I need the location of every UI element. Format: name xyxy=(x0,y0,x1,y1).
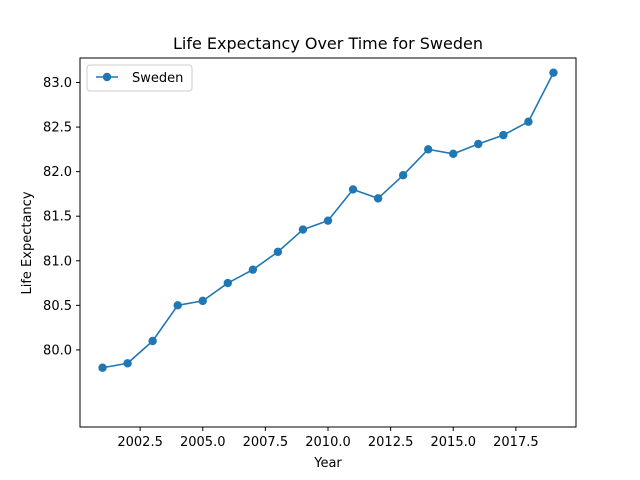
data-point-2019 xyxy=(549,68,558,77)
legend: Sweden xyxy=(86,64,193,92)
data-point-2001 xyxy=(98,363,107,372)
data-point-2010 xyxy=(323,216,333,225)
data-point-2009 xyxy=(298,225,308,234)
y-tick-label: 83.0 xyxy=(43,76,72,91)
data-point-2005 xyxy=(198,296,207,306)
y-tick-label: 81.0 xyxy=(43,254,72,269)
y-tick-label: 82.0 xyxy=(43,165,72,180)
data-point-2013 xyxy=(398,171,408,180)
x-tick-label: 2002.5 xyxy=(117,435,163,450)
y-tick-label: 80.0 xyxy=(43,343,72,358)
data-point-2008 xyxy=(273,247,283,257)
plot-area xyxy=(80,58,576,427)
x-tick-label: 2005.0 xyxy=(180,435,226,450)
y-tick-label: 80.5 xyxy=(43,299,72,314)
legend-box xyxy=(86,64,193,92)
data-point-2017 xyxy=(499,130,508,140)
x-tick-label: 2007.5 xyxy=(243,435,289,450)
y-axis-ticks: 80.0 80.5 81.0 81.5 82.0 82.5 83.0 xyxy=(43,76,80,358)
x-tick-label: 2010.0 xyxy=(305,435,351,450)
x-axis-ticks: 2002.5 2005.0 2007.5 2010.0 2012.5 2015.0 2017… xyxy=(117,427,539,450)
data-point-2016 xyxy=(474,139,483,149)
x-tick-label: 2017.5 xyxy=(493,435,539,450)
data-point-2006 xyxy=(223,278,232,288)
x-axis-label: Year xyxy=(313,456,342,471)
y-tick-label: 82.5 xyxy=(43,121,72,136)
data-point-2003 xyxy=(148,336,157,346)
data-point-2011 xyxy=(348,185,358,194)
sweden-series-points xyxy=(98,68,558,372)
x-tick-label: 2012.5 xyxy=(368,435,414,450)
chart-title: Life Expectancy Over Time for Sweden xyxy=(173,34,483,53)
x-tick-label: 2015.0 xyxy=(431,435,477,450)
data-point-2014 xyxy=(424,145,433,154)
data-point-2012 xyxy=(373,194,383,203)
y-tick-label: 81.5 xyxy=(43,210,72,225)
legend-label-sweden: Sweden xyxy=(132,71,183,86)
data-point-2018 xyxy=(524,117,533,126)
y-axis-label: Life Expectancy xyxy=(20,191,35,294)
plot-frame xyxy=(79,57,577,428)
data-point-2015 xyxy=(449,149,458,159)
data-point-2007 xyxy=(248,265,258,274)
data-point-2002 xyxy=(123,359,132,368)
data-point-2004 xyxy=(173,301,182,310)
legend-marker xyxy=(102,72,112,82)
